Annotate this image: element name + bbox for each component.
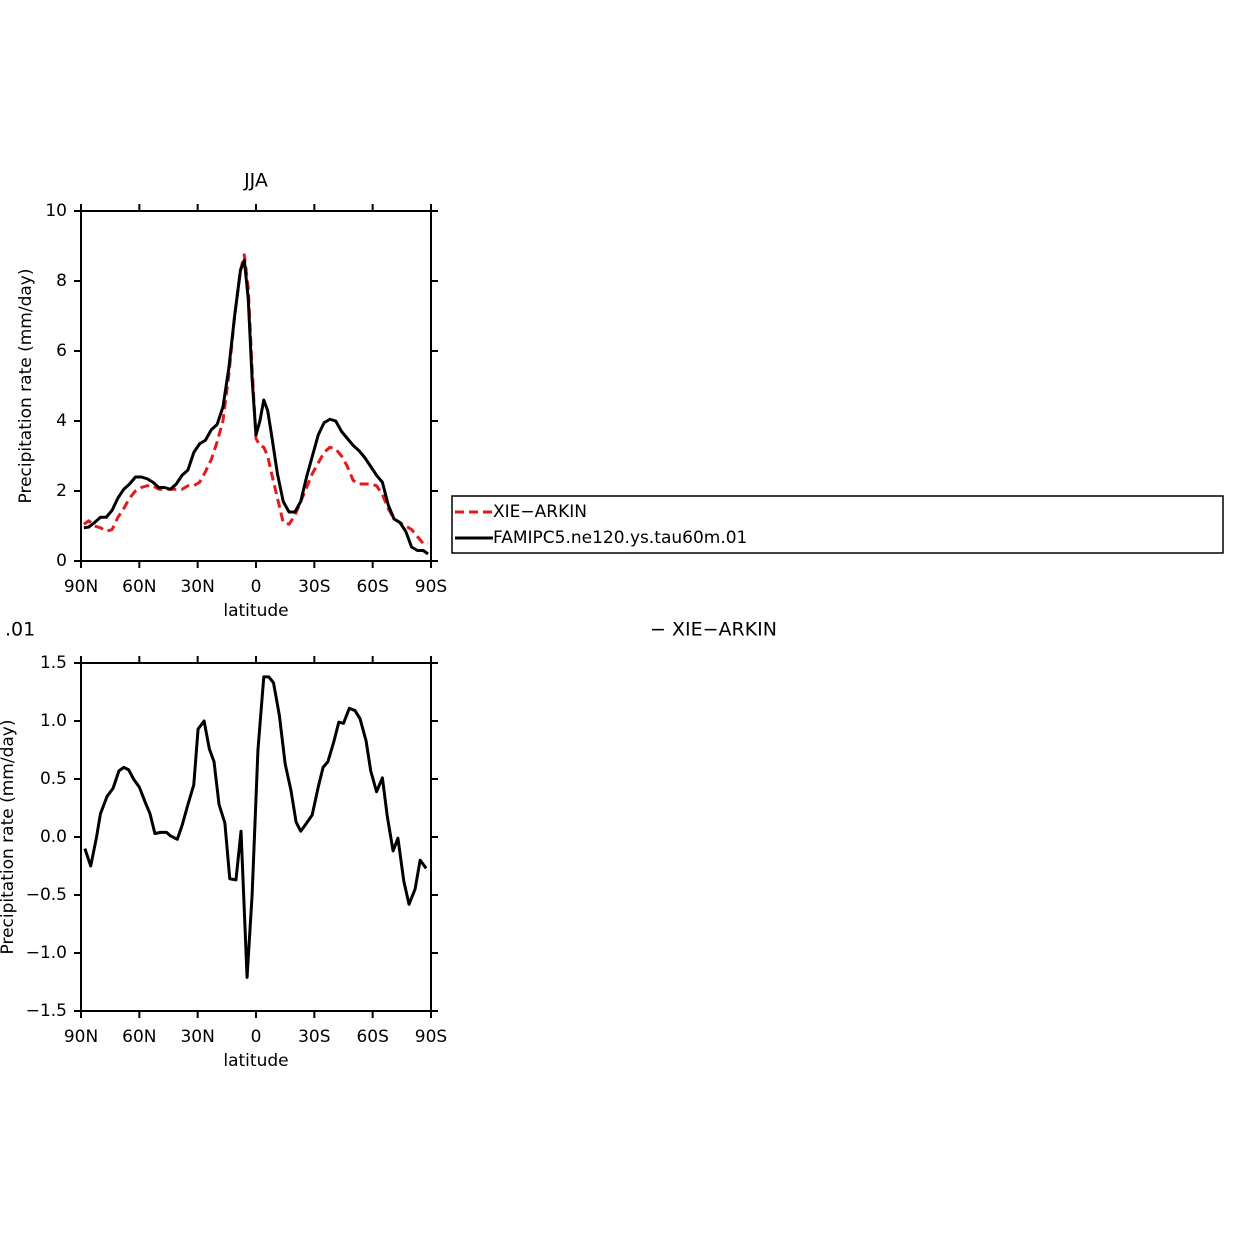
x-axis-label: latitude [223, 1051, 288, 1071]
legend-label: FAMIPC5.ne120.ys.tau60m.01 [493, 528, 747, 548]
chart-title: JJA [243, 170, 268, 192]
x-tick-label: 90N [64, 577, 98, 597]
legend: XIE−ARKIN FAMIPC5.ne120.ys.tau60m.01 [451, 495, 1224, 554]
data-line [83, 253, 429, 545]
x-tick-label: 0 [251, 577, 262, 597]
x-tick-label: 60N [122, 1027, 156, 1047]
x-tick-label: 90S [415, 1027, 447, 1047]
y-tick-label: 0.5 [40, 769, 67, 789]
chart-title-fragment: − XIE−ARKIN [650, 619, 777, 641]
plot: 0 2 4 6 8 10 90N 60N 30N 0 30S 60S 90S latitude Precip… [16, 170, 1224, 621]
y-tick-label: 8 [56, 271, 67, 291]
y-tick-label: 10 [45, 201, 67, 221]
y-axis-label: Precipitation rate (mm/day) [16, 269, 36, 504]
x-tick-label: 0 [251, 1027, 262, 1047]
data-line [83, 258, 429, 556]
y-tick-label: 0 [56, 551, 67, 571]
data-line [83, 675, 428, 979]
y-axis-label: Precipitation rate (mm/day) [0, 720, 18, 955]
x-tick-label: 60S [356, 577, 388, 597]
y-tick-label: 2 [56, 481, 67, 501]
plot: −1.5 −1.0 −0.5 0.0 0.5 1.0 1.5 90N 60N 30N 0 30S 60S… [0, 619, 777, 1072]
y-tick-label: 1.0 [40, 711, 67, 731]
legend-label: XIE−ARKIN [493, 502, 587, 522]
y-tick-label: −1.0 [26, 943, 67, 963]
y-tick-label: 6 [56, 341, 67, 361]
x-tick-label: 90S [415, 577, 447, 597]
x-tick-label: 30S [298, 577, 330, 597]
y-tick-label: 4 [56, 411, 67, 431]
y-axis-label-clip: Precipitation rate (mm/day) [0, 720, 18, 955]
chart-title-fragment: .01 [5, 619, 35, 641]
x-tick-label: 90N [64, 1027, 98, 1047]
y-tick-label: 0.0 [40, 827, 67, 847]
x-tick-label: 60N [122, 577, 156, 597]
x-tick-label: 60S [356, 1027, 388, 1047]
x-tick-label: 30N [180, 1027, 214, 1047]
y-tick-label: −1.5 [26, 1001, 67, 1021]
x-tick-label: 30S [298, 1027, 330, 1047]
legend-box [451, 495, 1224, 554]
x-axis-label: latitude [223, 601, 288, 621]
x-tick-label: 30N [180, 577, 214, 597]
y-tick-label: −0.5 [26, 885, 67, 905]
y-tick-label: 1.5 [40, 653, 67, 673]
